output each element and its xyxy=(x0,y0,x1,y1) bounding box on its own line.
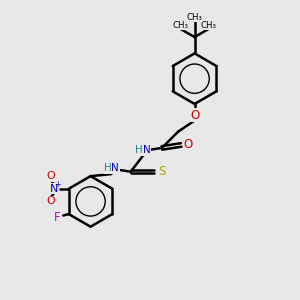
Text: H: H xyxy=(135,145,142,155)
Text: CH₃: CH₃ xyxy=(201,21,217,30)
Text: S: S xyxy=(158,165,166,178)
Text: N: N xyxy=(142,145,150,155)
Text: CH₃: CH₃ xyxy=(187,13,202,22)
Text: +: + xyxy=(55,180,61,189)
Text: F: F xyxy=(54,211,61,224)
Text: CH₃: CH₃ xyxy=(172,21,188,30)
Text: N: N xyxy=(50,184,58,194)
Text: O: O xyxy=(46,171,55,181)
Text: O: O xyxy=(190,109,199,122)
Text: H: H xyxy=(103,163,111,173)
Text: O: O xyxy=(183,138,192,152)
Text: O: O xyxy=(46,196,55,206)
Text: N: N xyxy=(111,163,119,173)
